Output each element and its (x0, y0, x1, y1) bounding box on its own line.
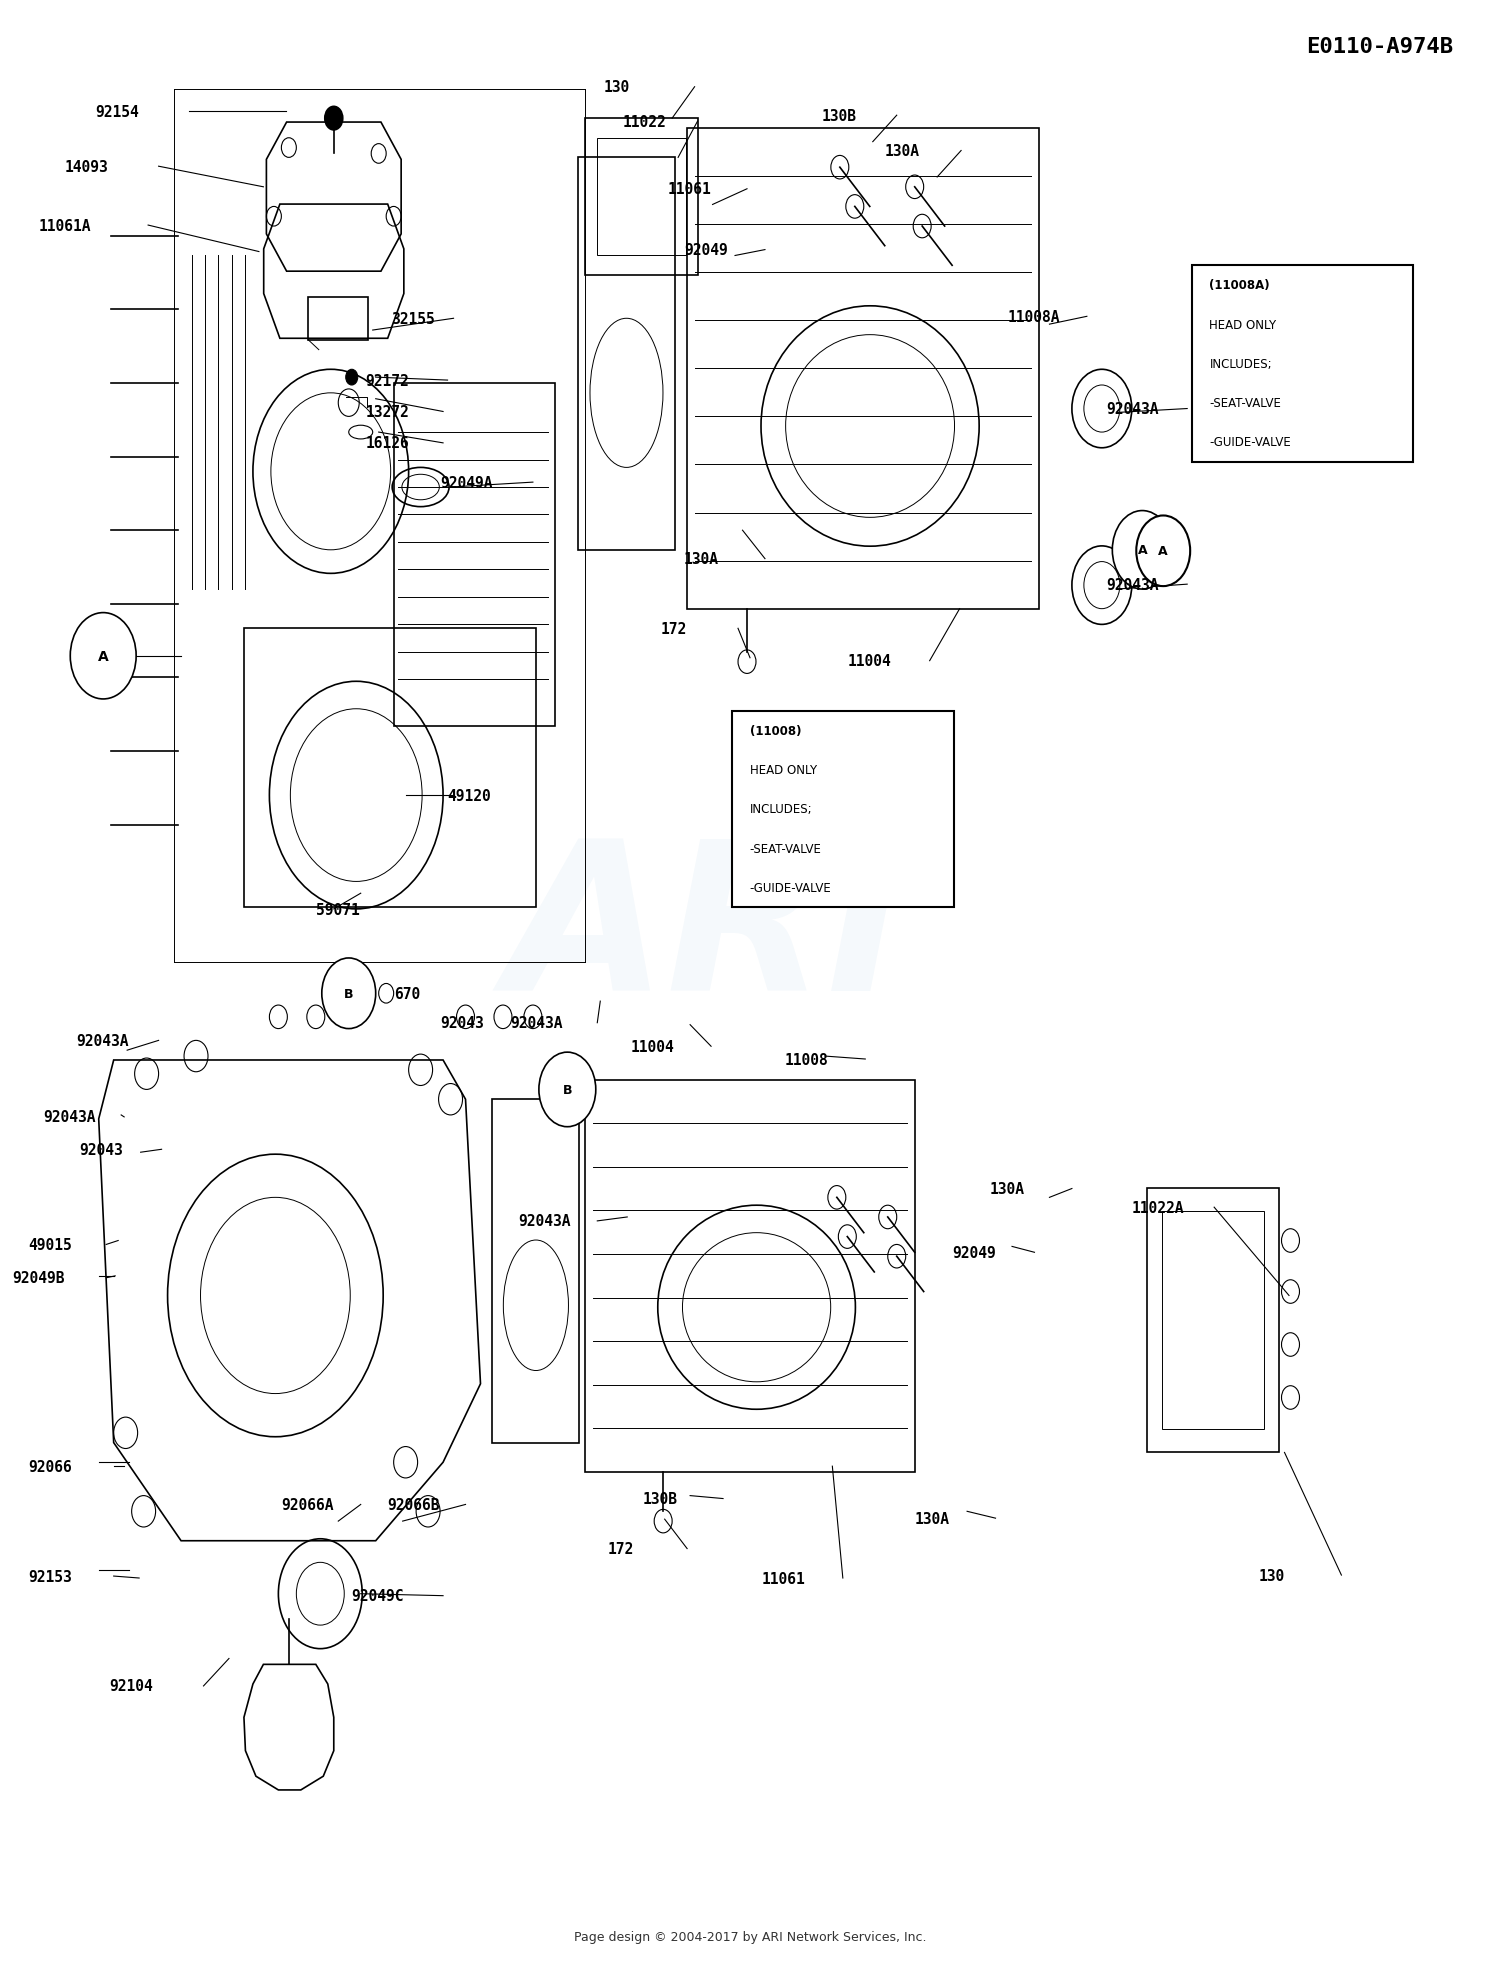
Circle shape (322, 958, 375, 1029)
Text: 11061: 11061 (762, 1571, 806, 1585)
Text: 11061: 11061 (668, 183, 711, 196)
Text: 92049B: 92049B (12, 1271, 64, 1286)
Bar (309, 297, 368, 340)
Bar (1148, 1188, 1278, 1453)
Text: 130B: 130B (822, 108, 856, 124)
Text: (11008A): (11008A) (1209, 279, 1270, 293)
Text: 172: 172 (608, 1542, 634, 1555)
Bar (597, 139, 686, 257)
Text: 92049: 92049 (684, 244, 728, 257)
Text: 11008: 11008 (784, 1053, 828, 1066)
Text: -SEAT-VALVE: -SEAT-VALVE (750, 843, 822, 854)
Text: 92043A: 92043A (1107, 403, 1160, 416)
Text: A: A (1158, 546, 1168, 558)
Text: A: A (1137, 544, 1148, 558)
Text: 92066B: 92066B (387, 1497, 439, 1512)
Text: -SEAT-VALVE: -SEAT-VALVE (1209, 397, 1281, 410)
Bar (585, 120, 698, 277)
Text: 11008A: 11008A (1008, 310, 1060, 324)
Text: 13272: 13272 (364, 405, 410, 420)
Text: 670: 670 (393, 986, 420, 1002)
Text: 92172: 92172 (364, 373, 410, 389)
Text: 11004: 11004 (630, 1039, 674, 1055)
Text: E0110-A974B: E0110-A974B (1306, 37, 1454, 57)
Text: 92043A: 92043A (76, 1033, 129, 1049)
Text: 92153: 92153 (28, 1569, 72, 1583)
Text: 11004: 11004 (847, 654, 891, 670)
Text: 59071: 59071 (316, 903, 360, 917)
Bar (393, 383, 555, 727)
Text: -GUIDE-VALVE: -GUIDE-VALVE (750, 882, 831, 894)
Text: 92154: 92154 (96, 104, 140, 120)
Text: 92043A: 92043A (1107, 577, 1160, 593)
Text: 130B: 130B (642, 1491, 676, 1506)
Bar (585, 1080, 915, 1473)
Text: 92104: 92104 (110, 1679, 153, 1693)
Text: (11008): (11008) (750, 725, 801, 736)
Text: 92043: 92043 (80, 1143, 123, 1157)
Text: 92049A: 92049A (440, 475, 492, 491)
Bar (1191, 267, 1413, 462)
Circle shape (346, 369, 357, 385)
Text: 32155: 32155 (390, 312, 435, 326)
Text: 92066: 92066 (28, 1459, 72, 1473)
Text: 11022A: 11022A (1132, 1200, 1185, 1216)
Bar (492, 1100, 579, 1444)
Text: A: A (98, 650, 108, 664)
Text: 130A: 130A (915, 1510, 950, 1526)
Text: 49015: 49015 (28, 1237, 72, 1253)
Text: 92049: 92049 (952, 1245, 996, 1261)
Text: INCLUDES;: INCLUDES; (750, 803, 813, 815)
Circle shape (1113, 511, 1172, 589)
Text: HEAD ONLY: HEAD ONLY (1209, 318, 1276, 332)
Bar (244, 628, 536, 907)
Text: 92043A: 92043A (510, 1015, 562, 1031)
Text: INCLUDES;: INCLUDES; (1209, 357, 1272, 371)
Text: 92043A: 92043A (518, 1214, 570, 1229)
Circle shape (538, 1053, 596, 1127)
Circle shape (1137, 517, 1190, 587)
Text: 14093: 14093 (64, 159, 108, 175)
Text: 130A: 130A (885, 143, 920, 159)
Text: 172: 172 (660, 621, 687, 636)
Text: 16126: 16126 (364, 436, 410, 452)
Text: 11061A: 11061A (39, 218, 92, 234)
Text: B: B (562, 1084, 572, 1096)
Text: 92043A: 92043A (44, 1110, 96, 1125)
Bar (578, 159, 675, 550)
Text: B: B (344, 988, 354, 1000)
Text: 11022: 11022 (622, 114, 666, 130)
Text: 92043: 92043 (440, 1015, 485, 1031)
Bar (1161, 1212, 1263, 1430)
Text: -GUIDE-VALVE: -GUIDE-VALVE (1209, 436, 1292, 450)
Text: 49120: 49120 (447, 788, 492, 803)
Bar (687, 130, 1040, 609)
Bar (732, 711, 954, 907)
Circle shape (70, 613, 136, 699)
Text: Page design © 2004-2017 by ARI Network Services, Inc.: Page design © 2004-2017 by ARI Network S… (573, 1931, 926, 1942)
Text: 130A: 130A (684, 552, 718, 568)
Text: 92049C: 92049C (351, 1589, 404, 1603)
Text: 130: 130 (1258, 1567, 1286, 1583)
Text: HEAD ONLY: HEAD ONLY (750, 764, 818, 776)
Circle shape (326, 108, 344, 132)
Text: 130: 130 (603, 81, 630, 94)
Text: 92066A: 92066A (282, 1497, 334, 1512)
Text: 130A: 130A (990, 1182, 1024, 1196)
Text: ARI: ARI (506, 833, 904, 1033)
